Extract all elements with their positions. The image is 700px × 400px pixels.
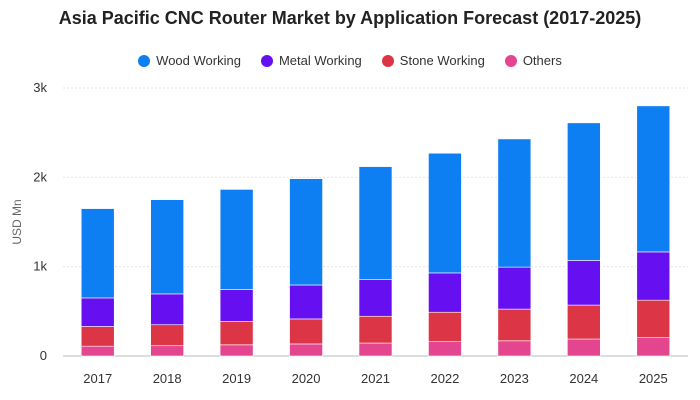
- legend-item-wood-working[interactable]: Wood Working: [138, 53, 241, 68]
- legend-swatch-metal-working: [260, 54, 273, 67]
- bar-others-2023[interactable]: [497, 340, 532, 357]
- bar-wood-working-2025[interactable]: [636, 105, 671, 253]
- bar-stone-working-2021[interactable]: [358, 315, 393, 344]
- bar-metal-working-2022[interactable]: [428, 272, 462, 313]
- legend-swatch-stone-working: [381, 54, 394, 67]
- bar-metal-working-2019[interactable]: [219, 289, 254, 322]
- x-tick-label-2025: 2025: [639, 371, 668, 386]
- x-tick-label-2019: 2019: [222, 371, 251, 386]
- x-tick-label-2023: 2023: [500, 371, 529, 386]
- bar-metal-working-2021[interactable]: [358, 279, 393, 317]
- legend-swatch-wood-working: [138, 54, 151, 67]
- bar-wood-working-2019[interactable]: [219, 189, 254, 290]
- y-tick-label-1k: 1k: [33, 259, 47, 274]
- x-tick-label-2022: 2022: [430, 371, 459, 386]
- bar-wood-working-2022[interactable]: [428, 152, 462, 274]
- x-tick-label-2017: 2017: [83, 371, 112, 386]
- bar-stone-working-2019[interactable]: [219, 321, 254, 346]
- legend: Wood Working Metal Working Stone Working Ot…: [0, 53, 700, 68]
- bar-others-2020[interactable]: [289, 343, 323, 357]
- x-tick-label-2020: 2020: [292, 371, 321, 386]
- bar-stone-working-2025[interactable]: [636, 299, 671, 338]
- bar-metal-working-2018[interactable]: [150, 293, 184, 326]
- bar-others-2019[interactable]: [219, 344, 254, 357]
- bar-others-2022[interactable]: [428, 341, 462, 357]
- bar-others-2024[interactable]: [567, 338, 601, 357]
- legend-label-others: Others: [522, 53, 562, 68]
- bar-metal-working-2025[interactable]: [636, 251, 671, 301]
- x-tick-label-2024: 2024: [569, 371, 598, 386]
- chart-title: Asia Pacific CNC Router Market by Applic…: [58, 8, 642, 28]
- bar-wood-working-2018[interactable]: [150, 199, 184, 295]
- bar-others-2021[interactable]: [358, 342, 393, 357]
- bar-metal-working-2024[interactable]: [567, 260, 601, 306]
- bar-stone-working-2020[interactable]: [289, 318, 323, 345]
- y-tick-label-0: 0: [40, 348, 47, 363]
- bar-wood-working-2023[interactable]: [497, 138, 532, 268]
- legend-label-wood-working: Wood Working: [156, 53, 241, 68]
- x-tick-label-2021: 2021: [361, 371, 390, 386]
- bar-wood-working-2021[interactable]: [358, 166, 393, 280]
- y-axis-label: USD Mn: [10, 199, 24, 244]
- bar-others-2017[interactable]: [80, 345, 115, 357]
- y-tick-label-3k: 3k: [33, 80, 47, 95]
- legend-swatch-others: [504, 54, 517, 67]
- y-tick-label-2k: 2k: [33, 169, 47, 184]
- bar-stone-working-2017[interactable]: [80, 326, 115, 347]
- bar-metal-working-2023[interactable]: [497, 266, 532, 310]
- bar-metal-working-2017[interactable]: [80, 297, 115, 327]
- legend-item-metal-working[interactable]: Metal Working: [260, 53, 362, 68]
- legend-item-others[interactable]: Others: [504, 53, 562, 68]
- bar-stone-working-2022[interactable]: [428, 311, 462, 343]
- legend-label-stone-working: Stone Working: [399, 53, 485, 68]
- bar-metal-working-2020[interactable]: [289, 284, 323, 320]
- legend-label-metal-working: Metal Working: [278, 53, 362, 68]
- x-tick-label-2018: 2018: [153, 371, 182, 386]
- bar-stone-working-2023[interactable]: [497, 308, 532, 342]
- bar-wood-working-2024[interactable]: [567, 122, 601, 261]
- legend-item-stone-working[interactable]: Stone Working: [381, 53, 485, 68]
- bar-others-2025[interactable]: [636, 337, 671, 357]
- bar-stone-working-2018[interactable]: [150, 324, 184, 347]
- bar-wood-working-2017[interactable]: [80, 208, 115, 299]
- bar-others-2018[interactable]: [150, 345, 184, 357]
- bar-wood-working-2020[interactable]: [289, 178, 323, 286]
- bar-stone-working-2024[interactable]: [567, 304, 601, 340]
